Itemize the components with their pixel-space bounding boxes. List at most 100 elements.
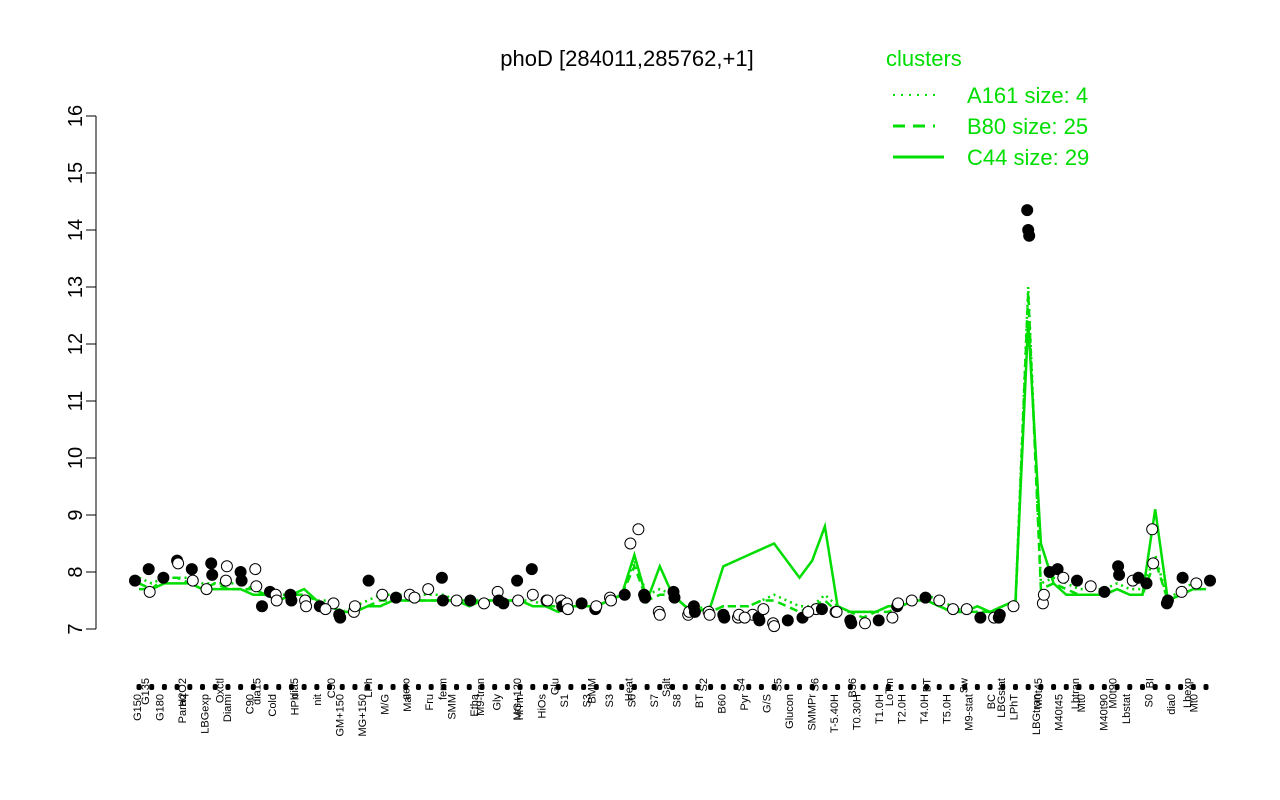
x-rug-mark: [365, 684, 371, 690]
data-point: [249, 563, 262, 576]
x-tick-label: Oxctl: [214, 678, 226, 703]
x-rug-mark: [860, 684, 866, 690]
x-tick-label: HiOs: [537, 694, 549, 719]
x-tick-label: LBGtran: [1031, 694, 1043, 735]
data-point: [376, 588, 389, 601]
chart-title: phoD [284011,285762,+1]: [500, 46, 753, 71]
x-rug-mark: [1076, 684, 1082, 690]
x-rug-mark: [1178, 684, 1184, 690]
x-tick-label: S1: [559, 694, 571, 707]
x-rug-mark: [1063, 684, 1069, 690]
x-tick-label: Etha: [469, 693, 481, 717]
x-tick-label: Glu: [549, 678, 561, 695]
x-rug-mark: [695, 684, 701, 690]
x-tick-label: B60: [717, 694, 729, 714]
x-tick-label: S6: [810, 678, 822, 691]
data-point: [1176, 571, 1189, 584]
data-point: [575, 597, 588, 610]
data-point: [1037, 588, 1050, 601]
x-rug-mark: [771, 684, 777, 690]
x-tick-label: C30: [326, 678, 338, 698]
x-tick-label: G/S: [761, 694, 773, 713]
x-rug-mark: [911, 684, 917, 690]
x-rug-mark: [454, 684, 460, 690]
data-point: [1161, 594, 1174, 607]
x-rug-mark: [974, 684, 980, 690]
data-point: [668, 591, 681, 604]
x-rug-mark: [403, 684, 409, 690]
x-tick-label: MG+150: [357, 694, 369, 737]
x-tick-label: Glucon: [784, 694, 796, 729]
x-tick-label: T-5.40H: [829, 694, 841, 733]
data-point: [753, 614, 766, 627]
data-point: [993, 608, 1006, 621]
x-rug-mark: [1203, 684, 1209, 690]
x-rug-mark: [784, 684, 790, 690]
x-tick-label: H2O2: [177, 678, 189, 707]
data-point: [802, 605, 815, 618]
x-tick-label: LoTm: [884, 678, 896, 706]
x-tick-label: T4.0H: [919, 694, 931, 724]
x-tick-label: Sw: [959, 678, 971, 693]
x-rug-mark: [390, 684, 396, 690]
data-point: [1071, 574, 1083, 587]
data-point: [590, 600, 603, 613]
x-rug-mark: [441, 684, 447, 690]
x-tick-label: M40t45: [1054, 694, 1066, 731]
x-tick-label: dia5: [289, 678, 301, 699]
data-point: [422, 583, 435, 596]
data-point: [1146, 523, 1159, 536]
y-tick-label: 15: [65, 162, 87, 184]
legend-title: clusters: [886, 46, 962, 71]
x-tick-label: Salt: [661, 678, 673, 697]
x-rug-mark: [136, 684, 142, 690]
x-rug-mark: [352, 684, 358, 690]
data-point: [1147, 557, 1160, 570]
x-tick-label: Mt0: [1189, 694, 1201, 712]
x-tick-label: SMM: [447, 694, 459, 720]
data-point: [718, 611, 731, 624]
data-point: [815, 603, 828, 616]
y-tick-label: 11: [65, 391, 87, 412]
x-rug-mark: [670, 684, 675, 690]
data-point: [639, 591, 652, 604]
x-rug-mark: [288, 684, 294, 690]
data-point: [605, 594, 617, 607]
x-rug-mark: [746, 684, 752, 690]
data-point: [1057, 571, 1070, 584]
x-tick-label: LPhT: [1009, 694, 1021, 721]
data-point: [235, 574, 248, 587]
x-rug-mark: [276, 684, 282, 690]
y-axis: 7 8 9 10 11 12 13 14 15 16: [65, 105, 97, 635]
data-point: [200, 583, 213, 596]
x-rug-mark: [555, 684, 561, 690]
x-rug-mark: [327, 684, 333, 690]
x-tick-label: G135: [140, 678, 152, 705]
data-point: [478, 597, 490, 610]
x-rug-mark: [581, 684, 587, 690]
data-point: [541, 594, 554, 607]
data-point: [319, 603, 332, 616]
x-rug-mark: [1089, 684, 1095, 690]
x-rug-mark: [466, 684, 472, 690]
data-point: [830, 605, 843, 618]
data-point: [845, 617, 858, 630]
x-tick-label: Lbexp: [1182, 678, 1194, 708]
data-point: [408, 591, 421, 604]
data-point: [859, 617, 871, 630]
x-rug-mark: [936, 684, 942, 690]
x-rug-mark: [1139, 684, 1145, 690]
x-rug-mark: [568, 684, 574, 690]
x-rug-mark: [593, 684, 599, 690]
x-rug-mark: [1127, 684, 1133, 690]
data-point: [653, 608, 666, 621]
x-tick-label: ferm: [438, 678, 450, 700]
data-point: [186, 574, 199, 587]
data-point: [947, 603, 959, 616]
x-tick-label: M0t90: [1107, 678, 1119, 709]
y-tick-label: 16: [65, 105, 87, 127]
x-tick-label: Mt0: [1076, 694, 1088, 712]
x-tick-label: T2.0H: [896, 694, 908, 724]
data-point: [561, 603, 574, 616]
